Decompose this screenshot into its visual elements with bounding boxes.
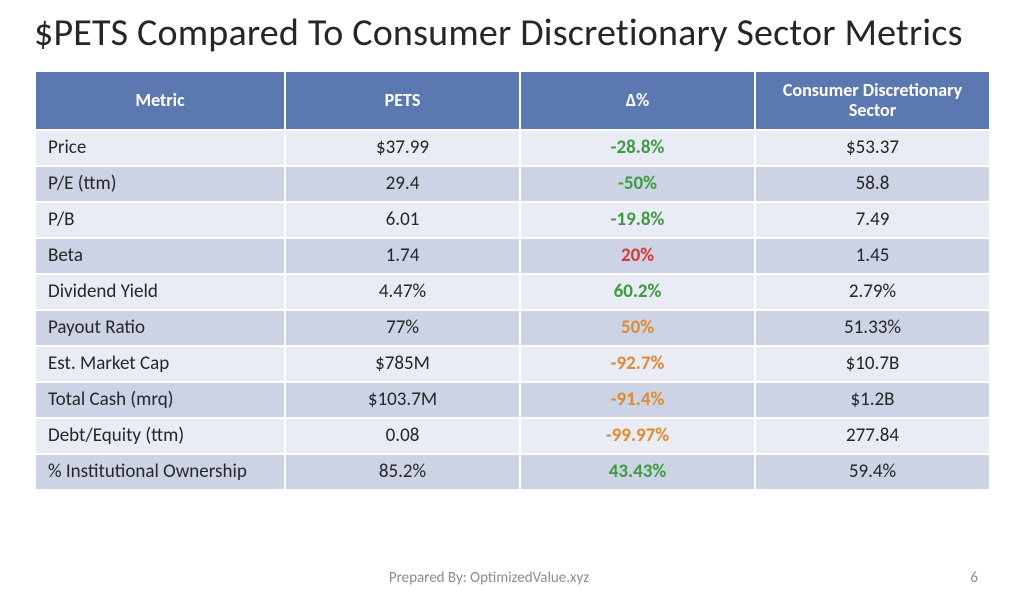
cell-delta: -50% (520, 166, 755, 202)
slide-container: $PETS Compared To Consumer Discretionary… (0, 0, 1024, 607)
col-header-delta: Δ% (520, 71, 755, 130)
table-row: Est. Market Cap$785M-92.7%$10.7B (35, 346, 990, 382)
cell-delta: -19.8% (520, 202, 755, 238)
cell-sector: $10.7B (755, 346, 990, 382)
table-row: P/B6.01-19.8%7.49 (35, 202, 990, 238)
cell-delta: -91.4% (520, 382, 755, 418)
table-row: Payout Ratio77%50%51.33% (35, 310, 990, 346)
cell-metric: Debt/Equity (ttm) (35, 418, 285, 454)
cell-metric: Total Cash (mrq) (35, 382, 285, 418)
cell-metric: Beta (35, 238, 285, 274)
cell-metric: % Institutional Ownership (35, 454, 285, 490)
metrics-table: Metric PETS Δ% Consumer Discretionary Se… (34, 70, 991, 491)
cell-pets: 4.47% (285, 274, 520, 310)
footer-page-number: 6 (970, 569, 978, 587)
cell-pets: $37.99 (285, 130, 520, 166)
slide-title: $PETS Compared To Consumer Discretionary… (34, 12, 990, 56)
cell-pets: $785M (285, 346, 520, 382)
cell-sector: 2.79% (755, 274, 990, 310)
cell-metric: Payout Ratio (35, 310, 285, 346)
cell-pets: 1.74 (285, 238, 520, 274)
table-row: % Institutional Ownership85.2%43.43%59.4… (35, 454, 990, 490)
cell-sector: 277.84 (755, 418, 990, 454)
cell-delta: 43.43% (520, 454, 755, 490)
cell-delta: -92.7% (520, 346, 755, 382)
cell-sector: 1.45 (755, 238, 990, 274)
cell-metric: Est. Market Cap (35, 346, 285, 382)
col-header-pets: PETS (285, 71, 520, 130)
cell-delta: -99.97% (520, 418, 755, 454)
cell-delta: -28.8% (520, 130, 755, 166)
cell-pets: 0.08 (285, 418, 520, 454)
table-row: Beta1.7420%1.45 (35, 238, 990, 274)
cell-sector: 51.33% (755, 310, 990, 346)
cell-metric: P/B (35, 202, 285, 238)
col-header-metric: Metric (35, 71, 285, 130)
cell-pets: 6.01 (285, 202, 520, 238)
col-header-sector: Consumer Discretionary Sector (755, 71, 990, 130)
cell-sector: $1.2B (755, 382, 990, 418)
table-row: Price$37.99-28.8%$53.37 (35, 130, 990, 166)
footer-prepared-by: Prepared By: OptimizedValue.xyz (389, 569, 589, 587)
table-header: Metric PETS Δ% Consumer Discretionary Se… (35, 71, 990, 130)
table-row: P/E (ttm)29.4-50%58.8 (35, 166, 990, 202)
cell-pets: 85.2% (285, 454, 520, 490)
cell-sector: $53.37 (755, 130, 990, 166)
cell-sector: 58.8 (755, 166, 990, 202)
cell-metric: Price (35, 130, 285, 166)
cell-pets: 77% (285, 310, 520, 346)
table-row: Dividend Yield4.47%60.2%2.79% (35, 274, 990, 310)
cell-metric: P/E (ttm) (35, 166, 285, 202)
cell-sector: 7.49 (755, 202, 990, 238)
table-body: Price$37.99-28.8%$53.37P/E (ttm)29.4-50%… (35, 130, 990, 490)
cell-pets: 29.4 (285, 166, 520, 202)
cell-metric: Dividend Yield (35, 274, 285, 310)
slide-footer: Prepared By: OptimizedValue.xyz 6 (0, 569, 1024, 587)
table-row: Debt/Equity (ttm)0.08-99.97%277.84 (35, 418, 990, 454)
cell-delta: 20% (520, 238, 755, 274)
cell-sector: 59.4% (755, 454, 990, 490)
cell-pets: $103.7M (285, 382, 520, 418)
cell-delta: 50% (520, 310, 755, 346)
cell-delta: 60.2% (520, 274, 755, 310)
table-row: Total Cash (mrq)$103.7M-91.4%$1.2B (35, 382, 990, 418)
